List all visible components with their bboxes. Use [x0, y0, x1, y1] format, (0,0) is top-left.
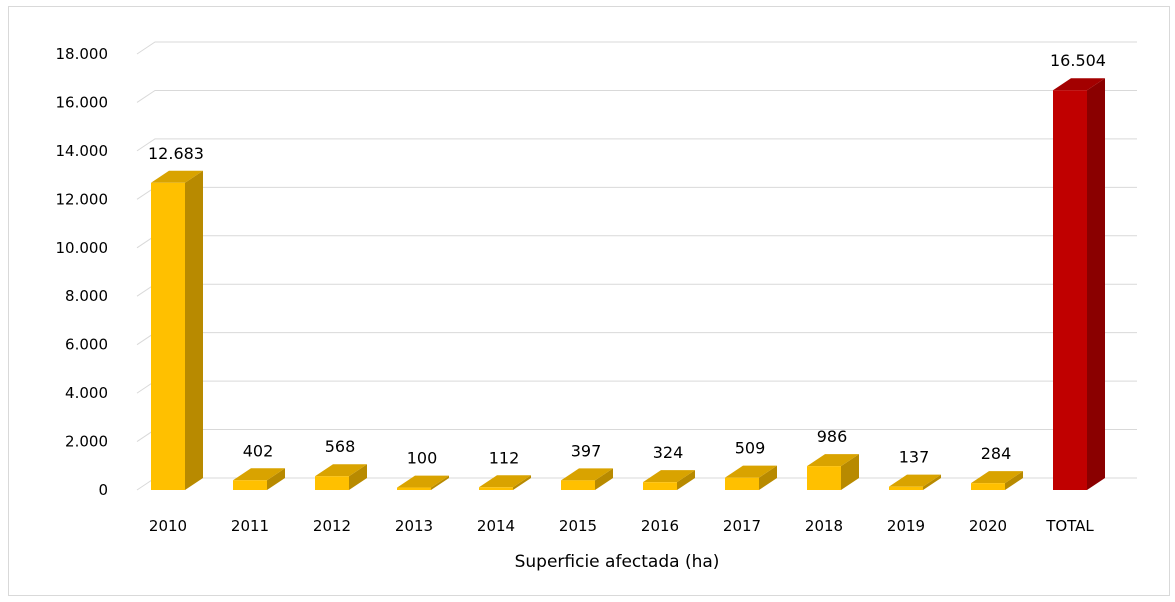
gridline: [136, 186, 1137, 200]
bar-front: [643, 482, 677, 490]
y-tick-label: 14.000: [56, 142, 109, 160]
gridline: [136, 235, 1137, 249]
bar: [151, 170, 203, 490]
bar-side: [349, 464, 367, 490]
bar-front: [725, 477, 759, 490]
x-tick-label: 2010: [149, 517, 187, 535]
bar-front: [807, 466, 841, 490]
bar-side: [841, 454, 859, 490]
bar-side: [595, 468, 613, 490]
bar: [479, 475, 531, 490]
bar-top: [397, 475, 449, 488]
bar-front: [479, 487, 513, 490]
data-label: 284: [981, 444, 1012, 463]
bar-top: [1053, 78, 1105, 91]
bar-side: [677, 470, 695, 490]
bar: [397, 475, 449, 490]
gridline: [136, 89, 1137, 103]
bar-top: [643, 470, 695, 483]
data-label: 397: [571, 441, 602, 460]
y-tick-label: 4.000: [65, 384, 108, 402]
bar-side: [267, 468, 285, 490]
bar: [561, 468, 613, 490]
x-axis-ticks: 2010 2011 2012 2013 2014 2015 2016 2017 2018 2019…: [149, 517, 1095, 535]
data-labels: 12.683 402 568 100 112 397 324 509 986 137 284 16.5…: [148, 51, 1106, 467]
data-label: 112: [489, 448, 520, 467]
data-label: 509: [735, 439, 766, 458]
y-tick-label: 16.000: [56, 93, 109, 111]
y-tick-label: 2.000: [65, 433, 108, 451]
bar-front: [971, 483, 1005, 490]
bar-top: [889, 474, 941, 487]
bar-front: [397, 487, 431, 490]
x-tick-label: 2015: [559, 517, 597, 535]
y-tick-label: 0: [98, 481, 108, 499]
bar-top: [561, 468, 613, 481]
gridline: [136, 138, 1137, 152]
bar-side: [1087, 78, 1105, 490]
bar-front: [561, 480, 595, 490]
bar-front: [315, 476, 349, 490]
bar-side: [185, 170, 203, 490]
x-axis-title: Superficie afectada (ha): [515, 552, 720, 572]
x-tick-label: TOTAL: [1045, 517, 1094, 535]
y-tick-label: 12.000: [56, 190, 109, 208]
x-tick-label: 2013: [395, 517, 433, 535]
bar-side: [431, 475, 449, 490]
y-tick-label: 6.000: [65, 336, 108, 354]
data-label: 568: [325, 437, 356, 456]
bar-top: [315, 464, 367, 477]
bar: [1053, 78, 1105, 490]
gridlines: [136, 41, 1137, 491]
data-label: 100: [407, 449, 438, 468]
bar-front: [233, 480, 267, 490]
x-tick-label: 2020: [969, 517, 1007, 535]
x-tick-label: 2011: [231, 517, 269, 535]
bar-top: [233, 468, 285, 481]
data-label: 986: [817, 427, 848, 446]
x-tick-label: 2016: [641, 517, 679, 535]
bar: [971, 471, 1023, 490]
bar-top: [151, 170, 203, 183]
gridline: [136, 332, 1137, 346]
bars: [151, 78, 1105, 490]
y-tick-label: 18.000: [56, 45, 109, 63]
bar-side: [1005, 471, 1023, 490]
data-label: 402: [243, 441, 274, 460]
gridline: [136, 380, 1137, 394]
data-label: 324: [653, 443, 684, 462]
y-axis-ticks: 0 2.000 4.000 6.000 8.000 10.000 12.000 14.000 1…: [56, 45, 109, 499]
bar-side: [923, 474, 941, 490]
bar: [315, 464, 367, 490]
x-tick-label: 2019: [887, 517, 925, 535]
bar: [233, 468, 285, 490]
bar-top: [479, 475, 531, 488]
bar-top: [807, 454, 859, 467]
x-tick-label: 2017: [723, 517, 761, 535]
gridline: [136, 283, 1137, 297]
gridline: [136, 429, 1137, 442]
x-tick-label: 2012: [313, 517, 351, 535]
bar: [889, 474, 941, 490]
data-label: 12.683: [148, 144, 204, 163]
bar-front: [889, 486, 923, 490]
bar: [807, 454, 859, 490]
gridline: [136, 41, 1137, 55]
y-tick-label: 10.000: [56, 239, 109, 257]
y-tick-label: 8.000: [65, 287, 108, 305]
bar-side: [759, 465, 777, 490]
data-label: 16.504: [1050, 51, 1106, 70]
bar: [643, 470, 695, 490]
x-tick-label: 2014: [477, 517, 515, 535]
bar-top: [971, 471, 1023, 484]
data-label: 137: [899, 448, 930, 467]
bar: [725, 465, 777, 490]
bar-front: [1053, 90, 1087, 490]
bar-front: [151, 182, 185, 490]
bar-top: [725, 465, 777, 478]
bar-side: [513, 475, 531, 490]
x-tick-label: 2018: [805, 517, 843, 535]
